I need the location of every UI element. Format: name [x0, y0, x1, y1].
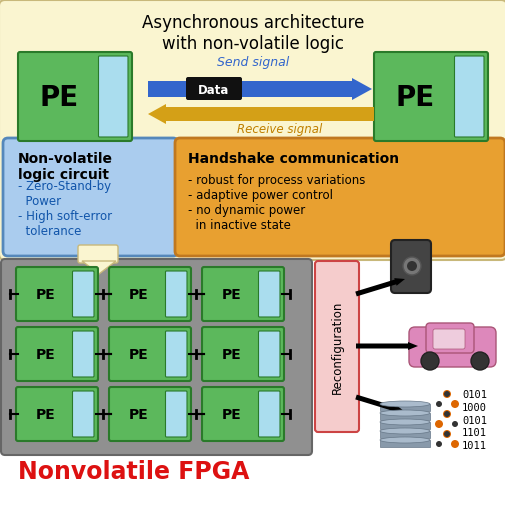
Circle shape [451, 421, 457, 427]
Text: PE: PE [35, 347, 55, 361]
Ellipse shape [379, 401, 429, 407]
Text: Data: Data [198, 83, 229, 96]
FancyBboxPatch shape [425, 323, 473, 353]
Circle shape [435, 441, 441, 447]
Text: - robust for process variations
- adaptive power control
- no dynamic power
  in: - robust for process variations - adapti… [188, 174, 365, 232]
FancyBboxPatch shape [258, 331, 279, 377]
Circle shape [442, 410, 450, 418]
Circle shape [435, 401, 441, 407]
Polygon shape [355, 395, 404, 413]
FancyBboxPatch shape [3, 139, 178, 257]
FancyBboxPatch shape [109, 327, 190, 381]
FancyBboxPatch shape [72, 271, 94, 318]
Text: - Zero-Stand-by
  Power
- High soft-error
  tolerance: - Zero-Stand-by Power - High soft-error … [18, 180, 112, 238]
Circle shape [434, 420, 442, 428]
FancyBboxPatch shape [201, 267, 283, 321]
Ellipse shape [379, 437, 429, 443]
FancyBboxPatch shape [201, 387, 283, 441]
Ellipse shape [379, 428, 429, 434]
FancyBboxPatch shape [390, 241, 430, 293]
FancyBboxPatch shape [98, 57, 128, 138]
Polygon shape [147, 105, 373, 125]
FancyBboxPatch shape [373, 53, 487, 142]
FancyBboxPatch shape [165, 391, 187, 437]
Text: PE: PE [395, 83, 434, 111]
Polygon shape [147, 79, 371, 101]
FancyBboxPatch shape [175, 139, 504, 257]
FancyBboxPatch shape [258, 271, 279, 318]
FancyBboxPatch shape [16, 387, 98, 441]
FancyBboxPatch shape [186, 78, 241, 101]
Text: Asynchronous architecture
with non-volatile logic: Asynchronous architecture with non-volat… [141, 14, 364, 53]
Polygon shape [82, 262, 116, 274]
Ellipse shape [379, 419, 429, 425]
Circle shape [406, 262, 416, 271]
Text: Nonvolatile FPGA: Nonvolatile FPGA [18, 459, 249, 483]
Bar [379, 422, 429, 429]
Text: PE: PE [35, 288, 55, 301]
Text: PE: PE [128, 288, 148, 301]
Ellipse shape [379, 410, 429, 416]
Text: Handshake communication: Handshake communication [188, 152, 398, 165]
FancyBboxPatch shape [315, 262, 358, 432]
FancyBboxPatch shape [201, 327, 283, 381]
FancyBboxPatch shape [72, 391, 94, 437]
Circle shape [470, 352, 488, 370]
Text: Reconfiguration: Reconfiguration [330, 300, 343, 393]
Bar [379, 413, 429, 420]
Circle shape [443, 431, 449, 437]
Text: PE: PE [128, 347, 148, 361]
Circle shape [443, 391, 449, 397]
Bar [379, 431, 429, 438]
FancyBboxPatch shape [1, 260, 312, 455]
Text: PE: PE [221, 347, 241, 361]
FancyBboxPatch shape [0, 1, 505, 261]
Text: PE: PE [35, 407, 55, 421]
Circle shape [450, 440, 458, 448]
FancyBboxPatch shape [165, 331, 187, 377]
Text: 0101
1000
0101
1101
1011: 0101 1000 0101 1101 1011 [461, 389, 486, 450]
Circle shape [402, 258, 420, 275]
Text: PE: PE [128, 407, 148, 421]
Text: PE: PE [39, 83, 79, 111]
FancyBboxPatch shape [16, 267, 98, 321]
FancyBboxPatch shape [18, 53, 132, 142]
Bar [379, 440, 429, 447]
FancyBboxPatch shape [408, 327, 495, 367]
FancyBboxPatch shape [72, 331, 94, 377]
Bar [379, 404, 429, 411]
FancyBboxPatch shape [432, 329, 464, 349]
FancyBboxPatch shape [109, 267, 190, 321]
Text: PE: PE [221, 288, 241, 301]
Circle shape [420, 352, 438, 370]
Text: Receive signal: Receive signal [237, 122, 322, 135]
Circle shape [442, 390, 450, 398]
FancyBboxPatch shape [165, 271, 187, 318]
FancyBboxPatch shape [258, 391, 279, 437]
Polygon shape [356, 343, 417, 350]
Text: PE: PE [221, 407, 241, 421]
FancyBboxPatch shape [109, 387, 190, 441]
Text: Send signal: Send signal [217, 55, 288, 68]
Circle shape [443, 411, 449, 417]
FancyBboxPatch shape [16, 327, 98, 381]
Text: Non-volatile
logic circuit: Non-volatile logic circuit [18, 152, 113, 182]
FancyBboxPatch shape [78, 245, 118, 264]
Polygon shape [355, 278, 404, 297]
Circle shape [450, 400, 458, 408]
FancyBboxPatch shape [453, 57, 483, 138]
Circle shape [442, 430, 450, 438]
